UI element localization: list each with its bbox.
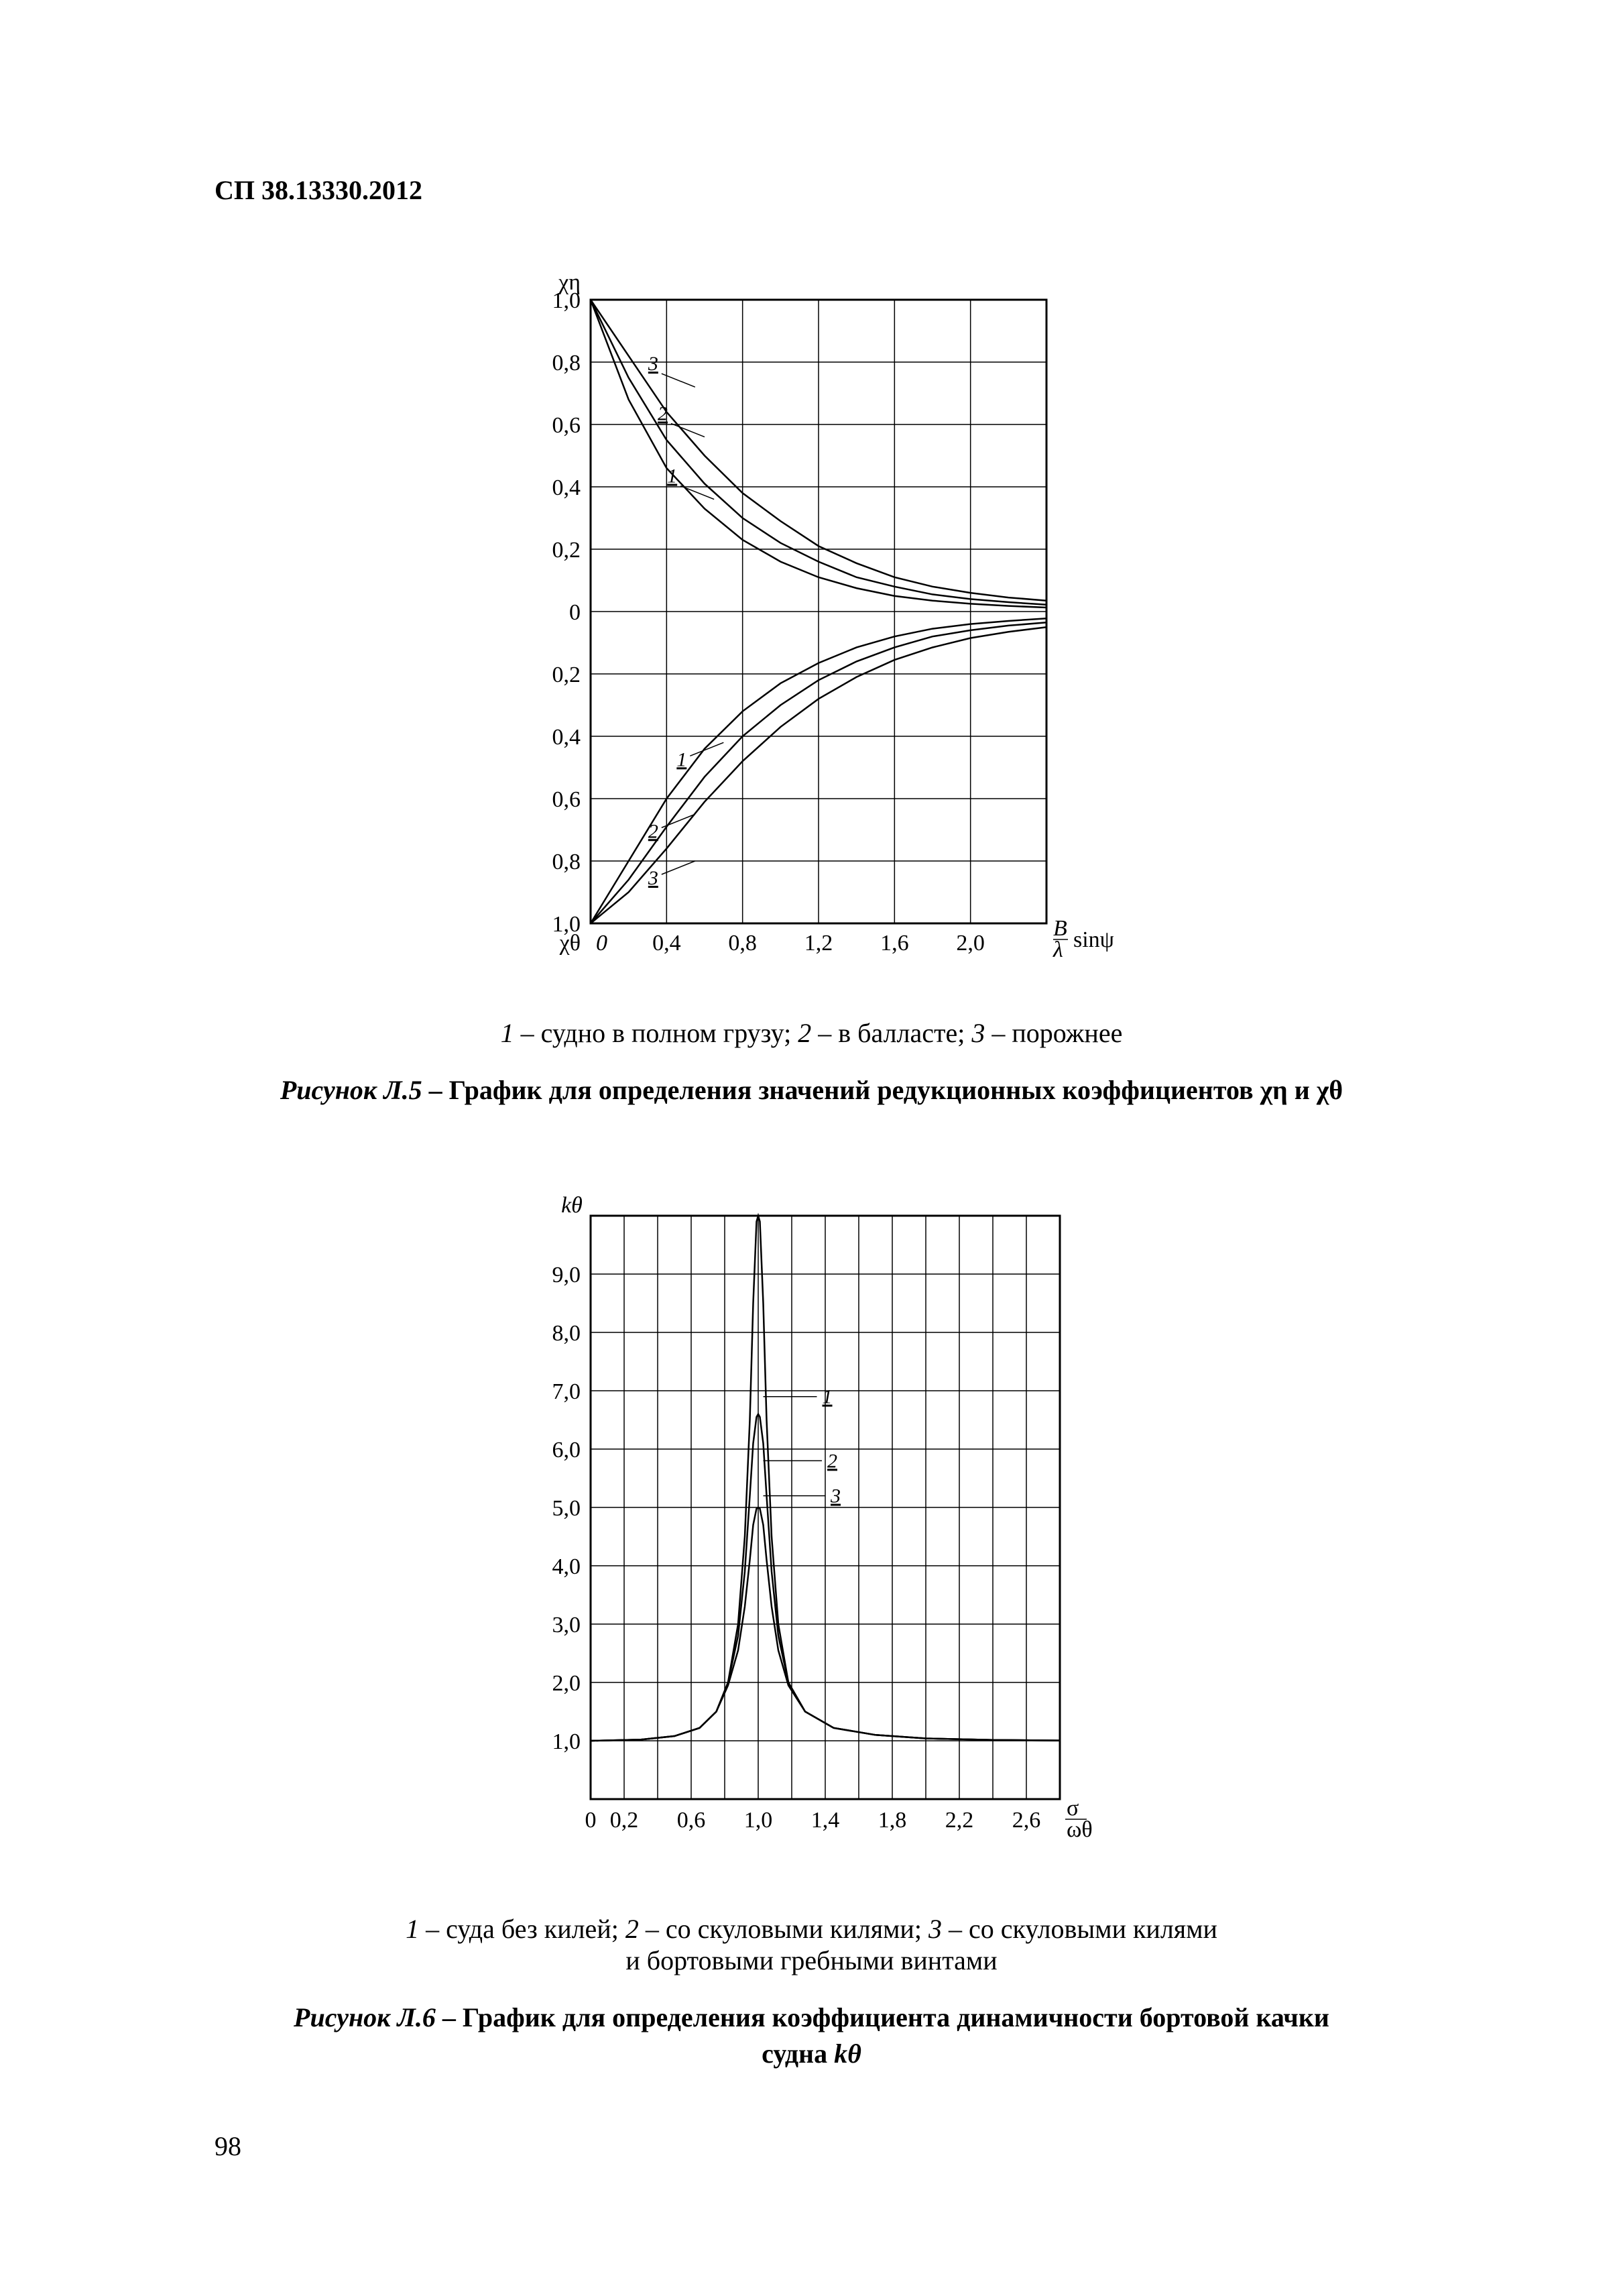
svg-text:2,0: 2,0 [552,1671,581,1696]
svg-text:1: 1 [676,748,686,770]
legend-l5-txt-2: – в балласте; [811,1018,971,1048]
svg-text:0,4: 0,4 [552,475,581,500]
figure-l6-caption-num: Рисунок Л.6 [294,2002,436,2032]
svg-text:0: 0 [569,600,581,625]
figure-l6: 0 0,2 0,6 1,0 1,4 1,8 2,2 2,6 1,0 2,0 3,0 4,0 5,0 6,0… [215,1189,1408,2072]
svg-text:χη: χη [558,270,581,295]
svg-text:1: 1 [667,465,677,487]
svg-text:1: 1 [822,1386,832,1408]
svg-text:1,0: 1,0 [552,1729,581,1754]
svg-text:2: 2 [648,820,658,842]
svg-text:1,2: 1,2 [804,931,833,956]
svg-text:5,0: 5,0 [552,1496,581,1521]
svg-text:9,0: 9,0 [552,1263,581,1287]
svg-text:2: 2 [827,1450,837,1472]
svg-text:7,0: 7,0 [552,1379,581,1404]
svg-text:ωθ: ωθ [1067,1817,1093,1842]
svg-text:1,4: 1,4 [810,1808,839,1833]
svg-text:3: 3 [830,1485,841,1507]
legend-l5-txt-3: – порожнее [985,1018,1122,1048]
svg-text:6,0: 6,0 [552,1438,581,1462]
svg-text:0,4: 0,4 [652,931,681,956]
svg-text:0,8: 0,8 [552,850,581,874]
doc-header: СП 38.13330.2012 [215,174,1408,206]
svg-text:8,0: 8,0 [552,1321,581,1346]
svg-text:sinψ: sinψ [1073,927,1114,952]
svg-text:0,4: 0,4 [552,725,581,750]
figure-l5-legend: 1 – судно в полном грузу; 2 – в балласте… [215,1017,1408,1049]
chart-l5-svg: 00,40,81,21,62,000,20,40,60,81,00,20,40,… [510,260,1114,964]
svg-text:3,0: 3,0 [552,1613,581,1638]
legend-l6-txt-1: – суда без килей; [419,1914,625,1944]
legend-l6-num-2: 2 [625,1914,639,1944]
legend-l5-num-3: 3 [971,1018,985,1048]
legend-l5-txt-1: – судно в полном грузу; [514,1018,798,1048]
svg-text:0,6: 0,6 [552,413,581,438]
svg-text:3: 3 [647,353,658,375]
svg-text:3: 3 [647,867,658,889]
legend-l6-txt-2: – со скуловыми килями; [639,1914,928,1944]
svg-text:kθ: kθ [561,1193,583,1218]
figure-l5: 00,40,81,21,62,000,20,40,60,81,00,20,40,… [215,260,1408,1108]
svg-text:2: 2 [658,403,668,425]
legend-l6-num-3: 3 [928,1914,942,1944]
figure-l5-caption: Рисунок Л.5 – График для определения зна… [215,1072,1408,1108]
figure-l5-caption-num: Рисунок Л.5 [280,1075,422,1105]
legend-l6-line2: и бортовыми гребными винтами [625,1945,997,1975]
svg-text:λ: λ [1053,937,1063,962]
svg-text:1,8: 1,8 [878,1808,906,1833]
svg-text:0,2: 0,2 [552,538,581,563]
figure-l5-caption-dash: – [422,1075,449,1105]
svg-text:0,6: 0,6 [552,787,581,812]
svg-text:1,0: 1,0 [743,1808,772,1833]
svg-text:4,0: 4,0 [552,1554,581,1579]
svg-text:0,2: 0,2 [609,1808,638,1833]
svg-text:1,6: 1,6 [880,931,909,956]
chart-l6-svg: 0 0,2 0,6 1,0 1,4 1,8 2,2 2,6 1,0 2,0 3,0 4,0 5,0 6,0… [510,1189,1114,1859]
figure-l6-caption-text-2: судна [762,2039,834,2069]
svg-text:χθ: χθ [558,931,580,956]
svg-text:2,0: 2,0 [956,931,985,956]
chart-l5-holder: 00,40,81,21,62,000,20,40,60,81,00,20,40,… [510,260,1114,964]
svg-text:0,6: 0,6 [676,1808,705,1833]
svg-text:0,2: 0,2 [552,663,581,687]
svg-text:0: 0 [596,931,607,956]
page-number: 98 [215,2130,241,2162]
svg-text:2,6: 2,6 [1012,1808,1040,1833]
svg-text:0,8: 0,8 [552,351,581,376]
figure-l6-caption-sym: kθ [834,2039,861,2069]
legend-l6-txt-3: – со скуловыми килями [942,1914,1217,1944]
svg-text:0: 0 [585,1808,596,1833]
figure-l5-caption-text: График для определения значений редукцио… [449,1075,1343,1105]
figure-l6-caption-text-1: График для определения коэффициента дина… [463,2002,1329,2032]
chart-l6-holder: 0 0,2 0,6 1,0 1,4 1,8 2,2 2,6 1,0 2,0 3,0 4,0 5,0 6,0… [510,1189,1114,1859]
legend-l5-num-2: 2 [798,1018,811,1048]
legend-l5-num-1: 1 [501,1018,514,1048]
figure-l6-caption: Рисунок Л.6 – График для определения коэ… [215,2000,1408,2072]
svg-text:0,8: 0,8 [728,931,757,956]
page: СП 38.13330.2012 0 0,4 0,8 1,2 1,6 2,0 0 0,2 0,4… [0,0,1623,2296]
figure-l6-legend: 1 – суда без килей; 2 – со скуловыми кил… [215,1913,1408,1976]
figure-l6-caption-dash: – [436,2002,463,2032]
svg-text:2,2: 2,2 [945,1808,973,1833]
legend-l6-num-1: 1 [406,1914,419,1944]
